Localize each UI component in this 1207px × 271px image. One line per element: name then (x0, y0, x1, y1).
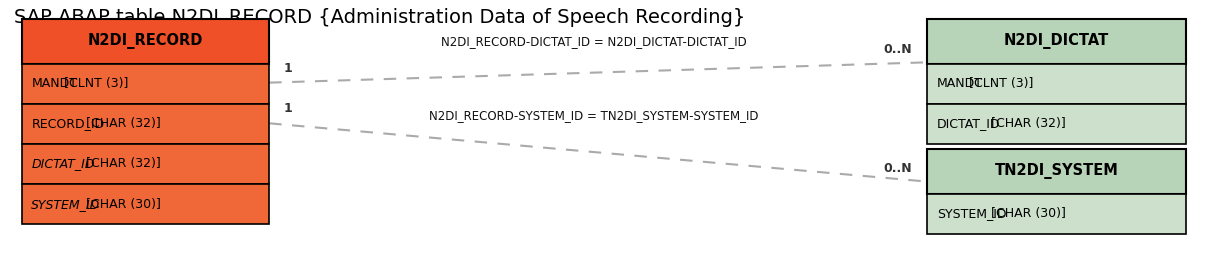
Bar (22, 64, 269, 104)
Text: [CHAR (32)]: [CHAR (32)] (987, 117, 1066, 130)
Text: SYSTEM_ID: SYSTEM_ID (937, 207, 1007, 220)
Text: MANDT: MANDT (937, 77, 982, 90)
Bar (927, 64, 1186, 104)
Text: RECORD_ID: RECORD_ID (31, 117, 105, 130)
Bar (927, 194, 1186, 234)
Bar (22, 184, 269, 224)
Text: N2DI_RECORD: N2DI_RECORD (88, 33, 203, 49)
Text: N2DI_DICTAT: N2DI_DICTAT (1004, 33, 1109, 49)
Bar (22, 144, 269, 184)
Text: 1: 1 (284, 102, 292, 115)
Text: N2DI_RECORD-SYSTEM_ID = TN2DI_SYSTEM-SYSTEM_ID: N2DI_RECORD-SYSTEM_ID = TN2DI_SYSTEM-SYS… (430, 109, 758, 122)
Text: SYSTEM_ID: SYSTEM_ID (31, 198, 100, 211)
Text: 0..N: 0..N (884, 43, 912, 56)
Bar (927, 149, 1186, 194)
Text: [CHAR (32)]: [CHAR (32)] (82, 117, 161, 130)
Text: MANDT: MANDT (31, 77, 77, 90)
Text: 0..N: 0..N (884, 162, 912, 175)
Bar (927, 19, 1186, 64)
Bar (22, 19, 269, 64)
Bar (927, 104, 1186, 144)
Bar (22, 104, 269, 144)
Text: 1: 1 (284, 62, 292, 75)
Text: [CLNT (3)]: [CLNT (3)] (59, 77, 128, 90)
Text: [CHAR (32)]: [CHAR (32)] (82, 157, 161, 170)
Text: DICTAT_ID: DICTAT_ID (31, 157, 95, 170)
Text: [CHAR (30)]: [CHAR (30)] (987, 207, 1066, 220)
Text: TN2DI_SYSTEM: TN2DI_SYSTEM (995, 163, 1119, 179)
Text: DICTAT_ID: DICTAT_ID (937, 117, 1001, 130)
Text: SAP ABAP table N2DI_RECORD {Administration Data of Speech Recording}: SAP ABAP table N2DI_RECORD {Administrati… (14, 8, 746, 28)
Text: [CHAR (30)]: [CHAR (30)] (82, 198, 161, 211)
Text: [CLNT (3)]: [CLNT (3)] (964, 77, 1033, 90)
Text: N2DI_RECORD-DICTAT_ID = N2DI_DICTAT-DICTAT_ID: N2DI_RECORD-DICTAT_ID = N2DI_DICTAT-DICT… (441, 36, 747, 49)
